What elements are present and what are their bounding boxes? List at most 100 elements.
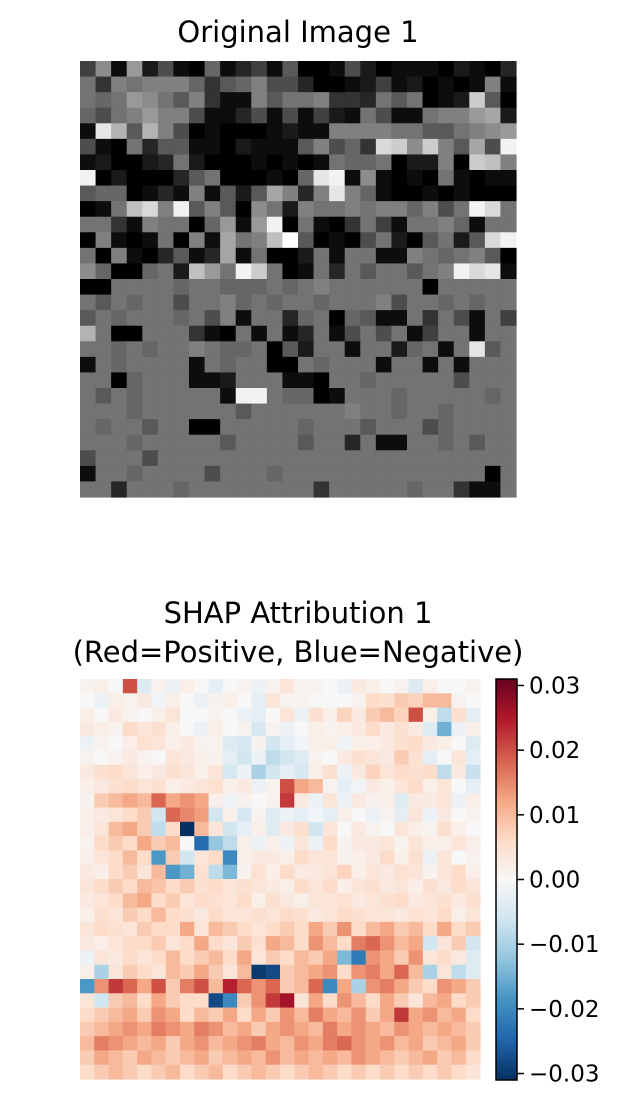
shap-pixel-cell — [137, 893, 153, 909]
original-pixel-cell — [189, 263, 206, 280]
shap-pixel-cell — [337, 879, 353, 894]
original-pixel-cell — [95, 263, 112, 280]
original-pixel-cell — [157, 481, 175, 498]
shap-pixel-cell — [237, 1007, 253, 1023]
shap-pixel-cell — [280, 764, 295, 780]
shap-pixel-cell — [151, 850, 167, 866]
shap-pixel-cell — [465, 1036, 481, 1052]
shap-pixel-cell — [408, 693, 424, 709]
shap-pixel-cell — [408, 821, 424, 837]
original-pixel-cell — [235, 201, 252, 218]
shap-pixel-cell — [380, 1036, 395, 1052]
original-pixel-cell — [407, 247, 424, 265]
original-pixel-cell — [391, 138, 408, 156]
original-pixel-cell — [453, 61, 470, 78]
original-pixel-cell — [407, 138, 424, 156]
original-pixel-cell — [500, 279, 517, 296]
shap-pixel-cell — [380, 921, 395, 937]
shap-pixel-cell — [451, 936, 467, 952]
shap-pixel-cell — [394, 779, 410, 794]
shap-pixel-cell — [222, 879, 238, 894]
shap-pixel-cell — [80, 793, 95, 809]
shap-pixel-cell — [94, 921, 110, 937]
shap-pixel-cell — [237, 964, 253, 980]
original-pixel-cell — [111, 232, 128, 249]
original-pixel-cell — [142, 434, 159, 451]
original-pixel-cell — [220, 123, 237, 140]
shap-pixel-cell — [208, 1064, 224, 1080]
original-pixel-cell — [266, 201, 284, 218]
original-pixel-cell — [344, 481, 361, 498]
shap-pixel-cell — [394, 1064, 410, 1080]
shap-pixel-cell — [280, 736, 295, 752]
shap-pixel-cell — [208, 893, 224, 909]
original-pixel-cell — [251, 154, 268, 171]
original-pixel-cell — [80, 107, 97, 124]
shap-pixel-cell — [208, 821, 224, 837]
original-pixel-cell — [469, 123, 486, 140]
shap-pixel-cell — [365, 964, 381, 980]
shap-pixel-cell — [237, 850, 253, 866]
shap-pixel-cell — [108, 679, 124, 694]
original-pixel-cell — [500, 123, 517, 140]
shap-pixel-cell — [337, 821, 353, 837]
shap-pixel-cell — [165, 921, 181, 937]
original-pixel-cell — [329, 341, 346, 358]
shap-pixel-cell — [108, 1050, 124, 1066]
original-pixel-cell — [407, 61, 424, 78]
shap-pixel-cell — [222, 793, 238, 809]
original-pixel-cell — [407, 325, 424, 342]
original-pixel-cell — [469, 419, 486, 436]
shap-pixel-cell — [451, 850, 467, 866]
original-pixel-cell — [329, 216, 346, 233]
shap-pixel-cell — [394, 821, 410, 837]
shap-pixel-cell — [151, 750, 167, 766]
shap-pixel-cell — [80, 750, 95, 766]
original-pixel-cell — [282, 232, 299, 249]
original-pixel-cell — [235, 92, 252, 109]
original-pixel-cell — [157, 123, 175, 140]
original-pixel-cell — [422, 123, 439, 140]
original-pixel-cell — [266, 356, 284, 374]
original-pixel-cell — [142, 247, 159, 265]
original-pixel-cell — [126, 434, 143, 451]
shap-pixel-cell — [308, 979, 324, 994]
shap-pixel-cell — [322, 693, 338, 709]
shap-pixel-cell — [194, 964, 210, 980]
shap-pixel-cell — [194, 793, 210, 809]
shap-pixel-cell — [422, 707, 438, 723]
shap-pixel-cell — [394, 736, 410, 752]
original-pixel-cell — [375, 372, 393, 389]
shap-pixel-cell — [194, 936, 210, 952]
shap-pixel-cell — [380, 1050, 395, 1066]
chart-title-shap: SHAP Attribution 1 — [163, 596, 433, 630]
shap-pixel-cell — [465, 864, 481, 880]
original-pixel-cell — [313, 263, 330, 280]
shap-pixel-cell — [94, 1007, 110, 1023]
original-pixel-cell — [438, 372, 455, 389]
shap-pixel-cell — [422, 736, 438, 752]
original-pixel-cell — [173, 170, 190, 187]
original-pixel-cell — [189, 170, 206, 187]
shap-pixel-cell — [380, 707, 395, 723]
shap-pixel-cell — [122, 907, 138, 923]
original-pixel-cell — [282, 388, 299, 405]
original-pixel-cell — [422, 356, 439, 374]
shap-pixel-cell — [280, 993, 295, 1009]
original-pixel-cell — [391, 232, 408, 249]
original-pixel-cell — [235, 170, 252, 187]
original-pixel-cell — [375, 294, 393, 311]
shap-pixel-cell — [280, 836, 295, 852]
shap-pixel-cell — [337, 793, 353, 809]
shap-pixel-cell — [408, 1064, 424, 1080]
original-pixel-cell — [142, 279, 159, 296]
shap-pixel-cell — [294, 1007, 310, 1023]
original-pixel-cell — [126, 76, 143, 93]
original-pixel-cell — [438, 450, 455, 467]
original-pixel-cell — [329, 76, 346, 93]
original-pixel-cell — [391, 201, 408, 218]
shap-pixel-cell — [408, 1021, 424, 1037]
original-pixel-cell — [189, 419, 206, 436]
shap-pixel-cell — [165, 893, 181, 909]
shap-pixel-cell — [465, 807, 481, 823]
